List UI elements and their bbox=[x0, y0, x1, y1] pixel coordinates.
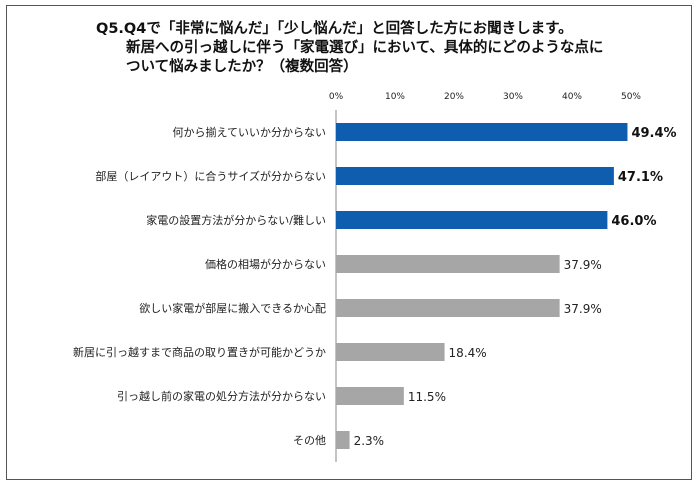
category-label: 何から揃えていいか分からない bbox=[173, 126, 326, 139]
bar bbox=[336, 431, 350, 449]
bar bbox=[336, 211, 608, 229]
value-label: 18.4% bbox=[449, 346, 487, 360]
x-tick-label: 10% bbox=[385, 92, 405, 102]
value-label: 11.5% bbox=[408, 390, 446, 404]
category-label: 新居に引っ越すまで商品の取り置きが可能かどうか bbox=[73, 345, 326, 359]
bar bbox=[336, 255, 560, 273]
category-label: 価格の相場が分からない bbox=[205, 257, 326, 271]
bar bbox=[336, 167, 614, 185]
x-tick-label: 20% bbox=[444, 92, 464, 102]
chart-title-line-1: Q5.Q4で「非常に悩んだ」「少し悩んだ」と回答した方にお聞きします。 bbox=[96, 21, 573, 37]
category-label: 欲しい家電が部屋に搬入できるか心配 bbox=[139, 301, 326, 315]
category-label: 部屋（レイアウト）に合うサイズが分からない bbox=[95, 169, 326, 183]
x-tick-label: 40% bbox=[562, 92, 582, 102]
bar bbox=[336, 387, 404, 405]
value-label: 47.1% bbox=[618, 170, 663, 185]
value-label: 46.0% bbox=[611, 214, 656, 229]
value-label: 2.3% bbox=[354, 434, 385, 448]
chart-title: Q5.Q4で「非常に悩んだ」「少し悩んだ」と回答した方にお聞きします。 新居への… bbox=[96, 20, 656, 77]
category-label: その他 bbox=[293, 434, 326, 447]
bar bbox=[336, 123, 628, 141]
x-tick-label: 30% bbox=[503, 92, 523, 102]
chart-title-line-2: 新居への引っ越しに伴う「家電選び」において、具体的にどのような点に bbox=[126, 40, 604, 56]
bar bbox=[336, 299, 560, 317]
category-label: 引っ越し前の家電の処分方法が分からない bbox=[117, 389, 326, 403]
value-label: 49.4% bbox=[631, 126, 676, 141]
value-label: 37.9% bbox=[564, 258, 602, 272]
value-label: 37.9% bbox=[564, 302, 602, 316]
x-tick-label: 0% bbox=[329, 92, 344, 102]
chart-title-line-3: ついて悩みましたか？（複数回答） bbox=[126, 59, 358, 75]
category-label: 家電の設置方法が分からない/難しい bbox=[146, 213, 326, 227]
x-tick-label: 50% bbox=[621, 92, 641, 102]
bar bbox=[336, 343, 445, 361]
